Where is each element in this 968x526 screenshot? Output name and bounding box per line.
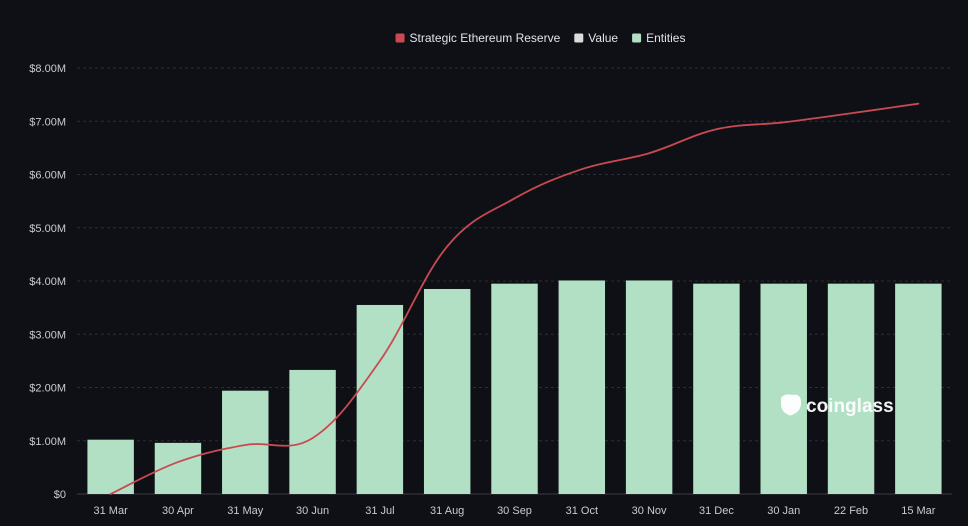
y-tick-label: $6.00M bbox=[29, 170, 66, 182]
x-tick-label: 30 Apr bbox=[162, 505, 194, 517]
y-axis: $0 $1.00M $2.00M $3.00M $4.00M $5.00M $6.00M $7… bbox=[29, 63, 66, 501]
entities-bar bbox=[289, 369, 336, 494]
entities-bar bbox=[222, 390, 269, 494]
entities-bar bbox=[625, 280, 673, 494]
legend-swatch bbox=[395, 33, 405, 43]
x-tick-label: 31 Mar bbox=[94, 505, 129, 517]
legend-swatch bbox=[574, 33, 584, 43]
reserve-line bbox=[109, 102, 920, 495]
x-tick-label: 31 Dec bbox=[699, 505, 734, 517]
entities-bar bbox=[558, 280, 606, 494]
entities-bar bbox=[87, 439, 134, 494]
legend-label[interactable]: Entities bbox=[646, 31, 685, 45]
y-tick-label: $1.00M bbox=[29, 436, 66, 448]
y-tick-label: $0 bbox=[54, 489, 66, 501]
x-tick-label: 31 Oct bbox=[566, 505, 598, 517]
entities-bar bbox=[423, 288, 471, 494]
y-tick-label: $5.00M bbox=[29, 223, 66, 235]
watermark-text: coinglass bbox=[806, 396, 894, 417]
y-tick-label: $7.00M bbox=[29, 116, 66, 128]
legend: Strategic Ethereum Reserve Value Entities bbox=[395, 31, 685, 45]
legend-label[interactable]: Value bbox=[588, 31, 618, 45]
y-tick-label: $4.00M bbox=[29, 276, 66, 288]
x-axis: 31 Mar 30 Apr 31 May 30 Jun 31 Jul 31 Aug 30 S… bbox=[94, 505, 936, 517]
x-tick-label: 31 Aug bbox=[430, 505, 464, 517]
x-tick-label: 31 May bbox=[227, 505, 264, 517]
y-tick-label: $3.00M bbox=[29, 329, 66, 341]
x-tick-label: 30 Sep bbox=[497, 505, 532, 517]
legend-label[interactable]: Strategic Ethereum Reserve bbox=[410, 31, 561, 45]
y-tick-label: $8.00M bbox=[29, 63, 66, 75]
entities-bar bbox=[491, 283, 538, 494]
x-tick-label: 31 Jul bbox=[365, 505, 394, 517]
x-tick-label: 15 Mar bbox=[901, 505, 936, 517]
entities-bars bbox=[87, 280, 942, 494]
entities-bar bbox=[760, 283, 807, 494]
x-tick-label: 30 Jan bbox=[767, 505, 800, 517]
entities-bar bbox=[895, 283, 942, 494]
entities-bar bbox=[827, 283, 875, 494]
y-tick-label: $2.00M bbox=[29, 383, 66, 395]
x-tick-label: 30 Jun bbox=[296, 505, 329, 517]
entities-bar bbox=[693, 283, 740, 494]
watermark: coinglass bbox=[781, 394, 894, 417]
reserve-line-layer bbox=[109, 102, 920, 495]
coinglass-logo-icon bbox=[781, 394, 802, 416]
x-tick-label: 30 Nov bbox=[632, 505, 667, 517]
x-tick-label: 22 Feb bbox=[834, 505, 868, 517]
legend-swatch bbox=[632, 33, 642, 43]
